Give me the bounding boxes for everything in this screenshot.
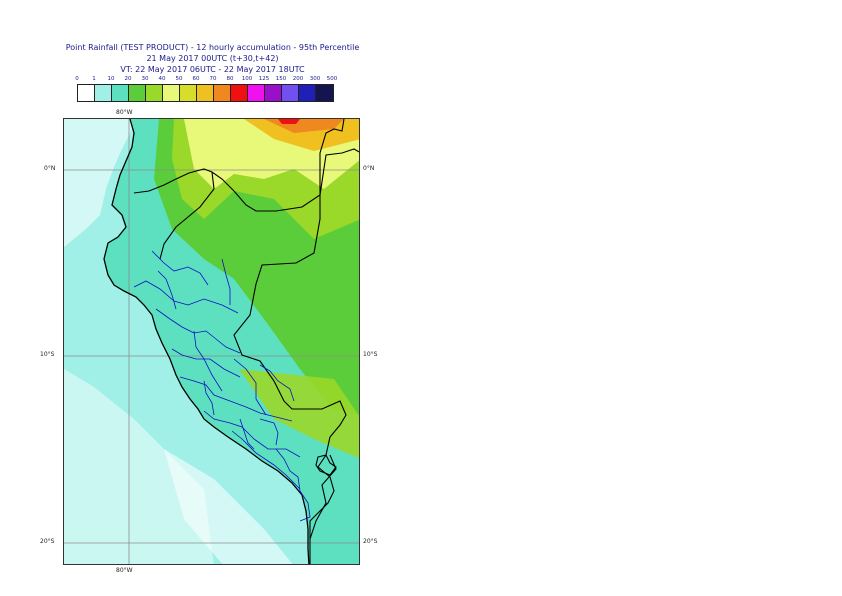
- legend-tick-label: 50: [175, 76, 183, 82]
- land-precipitation-field: [104, 119, 359, 564]
- border-peru-brazil: [233, 195, 347, 478]
- sea-dry-patch: [64, 369, 214, 564]
- region-border: [221, 258, 231, 305]
- lat-label-right-10S: 10°S: [363, 351, 378, 358]
- region-border: [259, 418, 279, 446]
- legend-swatch: [180, 85, 197, 101]
- coastline: [103, 119, 310, 564]
- legend-tick-label: 125: [258, 76, 270, 82]
- country-borders: [133, 119, 359, 564]
- legend-tick-label: 300: [309, 76, 321, 82]
- region-border: [193, 330, 223, 392]
- lat-label-right-0N: 0°N: [363, 165, 375, 172]
- legend-tick-label: 80: [226, 76, 234, 82]
- legend-tick-label: 60: [192, 76, 200, 82]
- legend-tick-label: 10: [107, 76, 115, 82]
- legend-tick-label: 70: [209, 76, 217, 82]
- lat-label-left-0N: 0°N: [44, 165, 56, 172]
- region-border: [171, 348, 241, 378]
- border-colombia-ecuador: [133, 119, 345, 212]
- legend-swatch: [299, 85, 316, 101]
- legend-tick-label: 100: [241, 76, 253, 82]
- legend-tick-label: 500: [326, 76, 338, 82]
- map-title: Point Rainfall (TEST PRODUCT) - 12 hourl…: [0, 42, 425, 75]
- region-border: [239, 418, 255, 450]
- legend-swatch: [214, 85, 231, 101]
- legend-swatch: [316, 85, 333, 101]
- legend-swatch: [248, 85, 265, 101]
- legend-swatch: [231, 85, 248, 101]
- border-peru-bolivia: [309, 476, 335, 564]
- region-border: [157, 270, 177, 310]
- region-border: [179, 376, 293, 422]
- legend-color-bar: [77, 84, 334, 102]
- legend-swatch: [163, 85, 180, 101]
- region-border: [203, 380, 215, 416]
- legend-tick-label: 150: [275, 76, 287, 82]
- region-border: [231, 430, 301, 490]
- legend-tick-label: 1: [92, 76, 96, 82]
- region-borders: [133, 250, 311, 522]
- lat-label-left-10S: 10°S: [40, 351, 55, 358]
- precip-extreme-spot: [278, 119, 300, 124]
- region-border: [259, 364, 295, 402]
- title-line-3: VT: 22 May 2017 06UTC - 22 May 2017 18UT…: [120, 65, 305, 74]
- lon-label-bottom: 80°W: [116, 567, 133, 574]
- map-svg: [64, 119, 359, 564]
- sea-dry-patch: [64, 119, 136, 247]
- region-border: [299, 490, 311, 522]
- lon-label-top: 80°W: [116, 109, 133, 116]
- title-line-2: 21 May 2017 00UTC (t+30,t+42): [146, 54, 279, 63]
- lat-label-left-20S: 20°S: [40, 538, 55, 545]
- region-border: [155, 308, 241, 354]
- legend-swatch: [129, 85, 146, 101]
- legend-swatch: [197, 85, 214, 101]
- legend-tick-labels: 0 1 10 20 30 40 50 60 70 80 100 125 150 200 300 500: [75, 76, 347, 85]
- title-line-1: Point Rainfall (TEST PRODUCT) - 12 hourl…: [65, 43, 360, 52]
- legend-swatch: [265, 85, 282, 101]
- rainfall-map: [63, 118, 360, 565]
- legend-tick-label: 30: [141, 76, 149, 82]
- region-border: [151, 250, 209, 286]
- region-border: [233, 358, 267, 416]
- legend-swatch: [146, 85, 163, 101]
- legend-tick-label: 20: [124, 76, 132, 82]
- legend-swatch: [95, 85, 112, 101]
- color-legend: 0 1 10 20 30 40 50 60 70 80 100 125 150 200 300 500: [75, 76, 347, 102]
- legend-swatch: [112, 85, 129, 101]
- region-border: [275, 448, 301, 492]
- lake-titicaca: [315, 454, 337, 476]
- border-brazil-venezuela: [319, 148, 359, 196]
- border-peru-east: [159, 171, 215, 260]
- legend-tick-label: 200: [292, 76, 304, 82]
- legend-swatch: [282, 85, 299, 101]
- lat-label-right-20S: 20°S: [363, 538, 378, 545]
- sea-dry-patch: [164, 449, 293, 564]
- legend-tick-label: 0: [75, 76, 79, 82]
- legend-tick-label: 40: [158, 76, 166, 82]
- legend-swatch: [78, 85, 95, 101]
- region-border: [133, 280, 239, 314]
- region-border: [203, 410, 301, 458]
- graticule: [64, 119, 359, 564]
